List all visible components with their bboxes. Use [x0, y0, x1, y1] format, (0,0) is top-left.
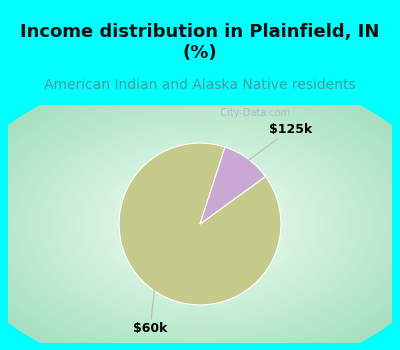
- Ellipse shape: [67, 141, 333, 307]
- Ellipse shape: [46, 128, 354, 320]
- Text: $125k: $125k: [244, 122, 312, 164]
- Ellipse shape: [171, 206, 229, 242]
- Ellipse shape: [38, 124, 362, 324]
- Ellipse shape: [162, 201, 238, 247]
- Ellipse shape: [113, 170, 287, 278]
- Ellipse shape: [0, 75, 400, 350]
- Ellipse shape: [17, 111, 383, 337]
- Ellipse shape: [0, 90, 400, 350]
- Ellipse shape: [0, 82, 400, 350]
- Wedge shape: [119, 143, 281, 305]
- Text: Income distribution in Plainfield, IN
(%): Income distribution in Plainfield, IN (%…: [20, 23, 380, 62]
- Ellipse shape: [79, 149, 321, 299]
- Ellipse shape: [0, 88, 400, 350]
- Ellipse shape: [121, 175, 279, 273]
- Text: City-Data.com: City-Data.com: [214, 108, 290, 118]
- Ellipse shape: [54, 134, 346, 314]
- Text: American Indian and Alaska Native residents: American Indian and Alaska Native reside…: [44, 78, 356, 92]
- Ellipse shape: [0, 95, 400, 350]
- Ellipse shape: [100, 162, 300, 286]
- Ellipse shape: [75, 147, 325, 301]
- Ellipse shape: [167, 203, 233, 245]
- Ellipse shape: [50, 131, 350, 317]
- Ellipse shape: [0, 100, 400, 348]
- Ellipse shape: [129, 180, 271, 268]
- Ellipse shape: [138, 186, 262, 262]
- Ellipse shape: [192, 219, 208, 229]
- Ellipse shape: [0, 72, 400, 350]
- Ellipse shape: [150, 193, 250, 255]
- Ellipse shape: [175, 209, 225, 239]
- Ellipse shape: [188, 216, 212, 232]
- Ellipse shape: [30, 118, 370, 330]
- Ellipse shape: [0, 98, 400, 350]
- Ellipse shape: [13, 108, 387, 340]
- Ellipse shape: [117, 173, 283, 275]
- Ellipse shape: [71, 144, 329, 304]
- Ellipse shape: [84, 152, 316, 296]
- Ellipse shape: [0, 69, 400, 350]
- Ellipse shape: [196, 222, 204, 226]
- Ellipse shape: [108, 167, 292, 281]
- Ellipse shape: [134, 183, 266, 265]
- Ellipse shape: [142, 188, 258, 260]
- Ellipse shape: [58, 136, 342, 312]
- Ellipse shape: [0, 92, 400, 350]
- Ellipse shape: [9, 105, 391, 343]
- Ellipse shape: [183, 214, 217, 234]
- Ellipse shape: [158, 198, 242, 250]
- Ellipse shape: [0, 79, 400, 350]
- Ellipse shape: [96, 160, 304, 288]
- Ellipse shape: [0, 77, 400, 350]
- Wedge shape: [200, 147, 266, 224]
- Ellipse shape: [42, 126, 358, 322]
- Ellipse shape: [25, 116, 375, 332]
- Ellipse shape: [104, 165, 296, 283]
- Ellipse shape: [34, 121, 366, 327]
- Ellipse shape: [21, 113, 379, 335]
- Ellipse shape: [92, 157, 308, 291]
- Ellipse shape: [88, 154, 312, 294]
- Ellipse shape: [63, 139, 337, 309]
- Ellipse shape: [146, 190, 254, 258]
- Ellipse shape: [154, 196, 246, 252]
- Ellipse shape: [125, 177, 275, 271]
- Text: $60k: $60k: [133, 286, 167, 335]
- Ellipse shape: [179, 211, 221, 237]
- Ellipse shape: [0, 85, 400, 350]
- Ellipse shape: [4, 103, 396, 345]
